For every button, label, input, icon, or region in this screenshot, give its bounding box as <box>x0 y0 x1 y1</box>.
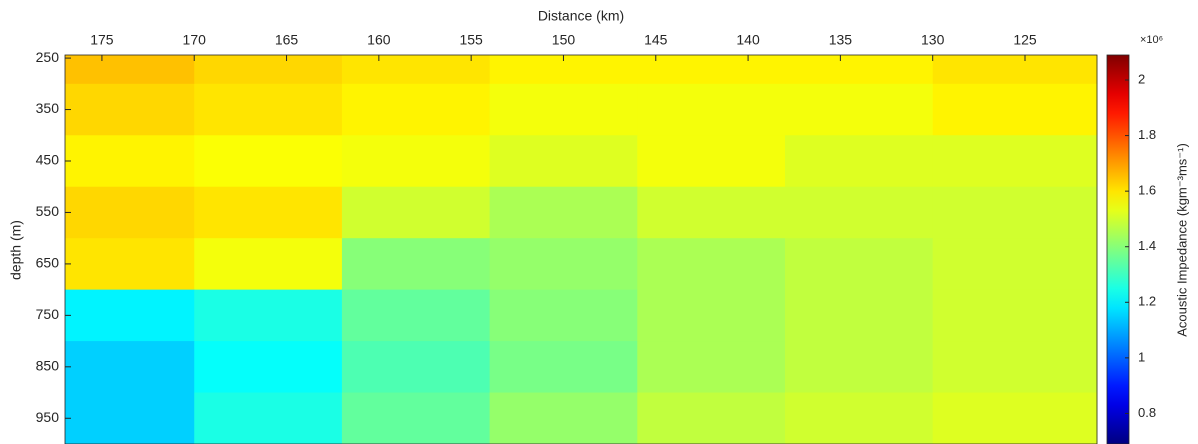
y-tick-label: 850 <box>36 358 60 374</box>
heatmap-cell <box>65 135 195 188</box>
heatmap-cell <box>785 238 934 291</box>
heatmap-cell <box>785 83 934 136</box>
heatmap-cell <box>65 83 195 136</box>
heatmap-cell <box>194 341 343 394</box>
heatmap-cell <box>194 289 343 342</box>
heatmap-cell <box>637 186 786 239</box>
y-tick-label: 250 <box>36 49 60 65</box>
heatmap-cell <box>341 341 491 394</box>
colorbar-tick-label: 1.2 <box>1138 294 1156 309</box>
heatmap-cell <box>932 135 1098 188</box>
x-tick-label: 175 <box>90 32 114 48</box>
heatmap-cell <box>65 289 195 342</box>
y-tick-label: 450 <box>36 152 60 168</box>
heatmap-cell <box>341 55 491 85</box>
heatmap-cell <box>785 341 934 394</box>
heatmap-cell <box>932 289 1098 342</box>
heatmap-cell <box>341 238 491 291</box>
heatmap-cell <box>932 238 1098 291</box>
y-tick-label: 650 <box>36 255 60 271</box>
heatmap-cell <box>489 135 638 188</box>
y-tick-label: 350 <box>36 100 60 116</box>
x-tick-label: 165 <box>275 32 299 48</box>
colorbar-tick-label: 1 <box>1138 349 1145 364</box>
x-tick-label: 130 <box>921 32 945 48</box>
heatmap-cell <box>65 341 195 394</box>
colorbar-label: Acoustic Impedance (kgm⁻³ms⁻¹) <box>1174 143 1189 337</box>
colorbar-tick-label: 0.8 <box>1138 405 1156 420</box>
y-tick-label: 950 <box>36 409 60 425</box>
x-tick-label: 170 <box>183 32 207 48</box>
heatmap-cell <box>785 392 934 444</box>
heatmap-cell <box>489 238 638 291</box>
heatmap-cell <box>341 186 491 239</box>
heatmap-cell <box>932 341 1098 394</box>
heatmap-cell <box>785 186 934 239</box>
x-tick-label: 150 <box>552 32 576 48</box>
heatmap-cell <box>194 135 343 188</box>
heatmap-cell <box>932 83 1098 136</box>
heatmap-cell <box>65 55 195 85</box>
x-tick-label: 155 <box>459 32 483 48</box>
colorbar <box>1106 54 1130 444</box>
heatmap-cell <box>637 392 786 444</box>
colorbar-tick-label: 1.8 <box>1138 127 1156 142</box>
colorbar-tick-label: 2 <box>1138 71 1145 86</box>
heatmap-cell <box>637 135 786 188</box>
heatmap-cell <box>785 135 934 188</box>
x-axis-label: Distance (km) <box>538 8 624 24</box>
heatmap-cell <box>932 392 1098 444</box>
heatmap-cell <box>65 392 195 444</box>
heatmap-cell <box>341 289 491 342</box>
heatmap-cell <box>341 83 491 136</box>
y-axis-label: depth (m) <box>8 220 24 280</box>
y-tick-label: 550 <box>36 203 60 219</box>
x-tick-label: 160 <box>367 32 391 48</box>
heatmap-cell <box>489 392 638 444</box>
heatmap-cell <box>194 238 343 291</box>
heatmap-cell <box>489 341 638 394</box>
heatmap-cell <box>637 289 786 342</box>
heatmap-cell <box>489 83 638 136</box>
heatmap-cell <box>785 55 934 85</box>
x-tick-label: 140 <box>736 32 760 48</box>
y-tick-label: 750 <box>36 306 60 322</box>
heatmap-cell <box>637 341 786 394</box>
x-tick-label: 135 <box>829 32 853 48</box>
heatmap-cell <box>637 238 786 291</box>
x-tick-label: 125 <box>1013 32 1037 48</box>
heatmap-cell <box>341 392 491 444</box>
heatmap-cell <box>489 186 638 239</box>
colorbar-tick-label: 1.6 <box>1138 183 1156 198</box>
colorbar-multiplier: ×10⁶ <box>1140 34 1163 46</box>
colorbar-tick-label: 1.4 <box>1138 238 1156 253</box>
heatmap-cell <box>932 55 1098 85</box>
heatmap-cell <box>194 186 343 239</box>
heatmap-cell <box>637 55 786 85</box>
heatmap-cell <box>785 289 934 342</box>
heatmap-cell <box>194 392 343 444</box>
heatmap-cell <box>194 83 343 136</box>
heatmap-cell <box>65 186 195 239</box>
heatmap-cell <box>932 186 1098 239</box>
heatmap-cell <box>194 55 343 85</box>
heatmap-cell <box>65 238 195 291</box>
heatmap-cell <box>489 289 638 342</box>
heatmap-cell <box>341 135 491 188</box>
heatmap-cell <box>637 83 786 136</box>
x-tick-label: 145 <box>644 32 668 48</box>
plot-frame <box>64 54 1098 444</box>
